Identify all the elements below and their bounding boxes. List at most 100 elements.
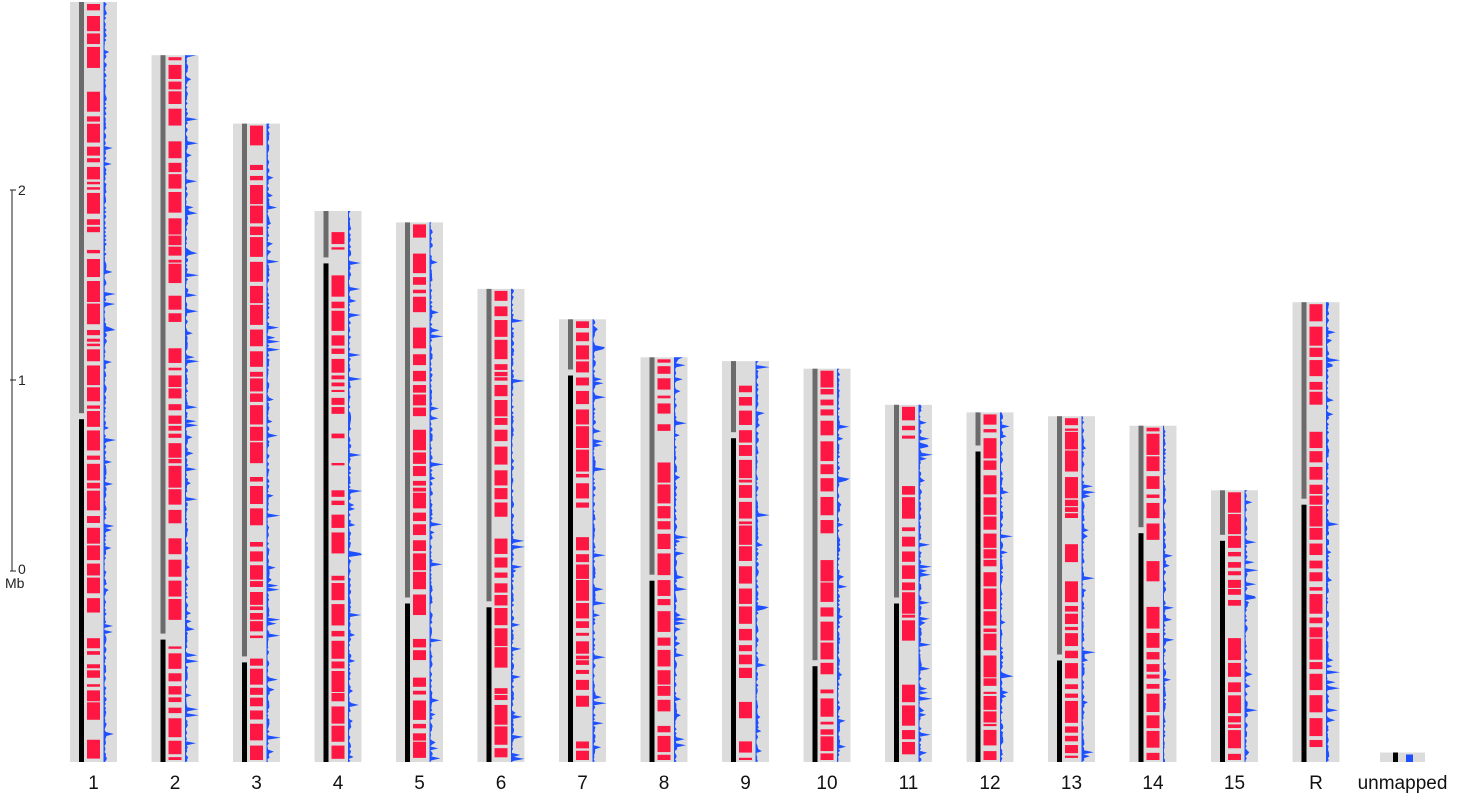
feature-block xyxy=(87,545,100,561)
feature-block xyxy=(576,660,589,665)
feature-block xyxy=(1228,753,1241,760)
feature-block xyxy=(1309,627,1323,638)
feature-block xyxy=(331,397,345,405)
feature-block xyxy=(331,301,345,309)
feature-block xyxy=(657,599,671,606)
feature-block xyxy=(576,564,589,579)
feature-block xyxy=(902,705,915,726)
feature-block xyxy=(168,64,182,79)
feature-block xyxy=(739,385,752,393)
feature-block xyxy=(1309,391,1323,405)
feature-block xyxy=(1146,427,1160,432)
feature-block xyxy=(87,116,100,122)
feature-block xyxy=(1228,571,1241,576)
feature-block xyxy=(413,429,426,451)
feature-block xyxy=(820,464,834,475)
feature-block xyxy=(494,557,508,568)
feature-block xyxy=(820,621,834,641)
density-track xyxy=(756,361,770,762)
feature-block xyxy=(87,280,100,303)
feature-block xyxy=(250,442,263,464)
feature-block xyxy=(739,479,752,483)
feature-block xyxy=(413,690,426,695)
chromosome-7: 7 xyxy=(559,319,607,794)
feature-block xyxy=(1309,617,1323,624)
feature-block xyxy=(1309,326,1323,346)
feature-block xyxy=(1146,502,1160,519)
feature-block xyxy=(739,654,752,665)
feature-block xyxy=(1228,514,1241,535)
chromosome-arm-lower xyxy=(649,580,655,762)
feature-block xyxy=(739,606,752,624)
feature-block xyxy=(250,237,263,257)
feature-block xyxy=(87,187,100,190)
feature-block xyxy=(983,438,997,459)
feature-block xyxy=(494,488,508,500)
feature-block xyxy=(413,354,426,366)
feature-block xyxy=(820,399,834,406)
feature-block xyxy=(1065,507,1078,512)
feature-block xyxy=(331,335,345,346)
feature-block xyxy=(331,389,345,392)
feature-block xyxy=(87,430,100,451)
feature-block xyxy=(983,678,997,686)
feature-block xyxy=(1228,695,1241,714)
feature-block xyxy=(413,741,426,758)
feature-block xyxy=(250,551,263,562)
feature-block xyxy=(87,739,100,759)
feature-block xyxy=(87,638,100,649)
feature-block xyxy=(1065,626,1078,631)
feature-block xyxy=(87,463,100,481)
feature-block xyxy=(739,741,752,753)
feature-block xyxy=(413,296,426,313)
chromosome-12: 12 xyxy=(966,412,1014,794)
feature-block xyxy=(1065,477,1078,499)
feature-block xyxy=(250,658,263,666)
feature-block xyxy=(331,693,345,702)
feature-block xyxy=(1228,551,1241,557)
feature-block xyxy=(657,699,671,712)
feature-block xyxy=(168,81,182,90)
feature-block xyxy=(1146,730,1160,748)
feature-block xyxy=(331,671,345,693)
chromosome-arm-lower xyxy=(486,607,492,762)
feature-block xyxy=(250,592,263,605)
feature-block xyxy=(657,484,671,504)
feature-block xyxy=(413,385,426,393)
feature-block xyxy=(87,651,100,655)
feature-block xyxy=(1065,745,1078,754)
chromosome-panel-background xyxy=(1380,752,1425,762)
scale-tick-label-1: 1 xyxy=(18,372,26,388)
feature-block xyxy=(902,425,915,431)
feature-block xyxy=(250,371,263,377)
feature-block xyxy=(168,598,182,620)
feature-block xyxy=(168,707,182,714)
feature-block xyxy=(494,400,508,417)
feature-block xyxy=(494,429,508,442)
chromosome-R: R xyxy=(1292,302,1341,794)
feature-block xyxy=(250,581,263,587)
feature-block xyxy=(87,329,100,336)
chromosome-10: 10 xyxy=(803,368,851,794)
feature-block xyxy=(87,365,100,386)
feature-block xyxy=(820,388,834,395)
feature-block xyxy=(983,475,997,495)
feature-block xyxy=(820,496,834,516)
chromosome-arm-upper xyxy=(486,288,492,602)
feature-block xyxy=(983,549,997,559)
feature-block xyxy=(983,429,997,433)
feature-block xyxy=(1309,587,1323,591)
feature-block xyxy=(168,191,182,213)
chromosome-arm-lower xyxy=(79,419,84,762)
chromosome-label-unmapped: unmapped xyxy=(1358,773,1448,794)
feature-block xyxy=(250,351,263,367)
chromosome-arm-lower xyxy=(160,639,166,762)
feature-block xyxy=(331,407,345,414)
feature-block xyxy=(87,226,100,233)
feature-block xyxy=(576,641,589,654)
feature-block xyxy=(1065,431,1078,450)
feature-block xyxy=(1065,684,1078,690)
feature-block xyxy=(739,445,752,456)
feature-block xyxy=(576,449,589,472)
